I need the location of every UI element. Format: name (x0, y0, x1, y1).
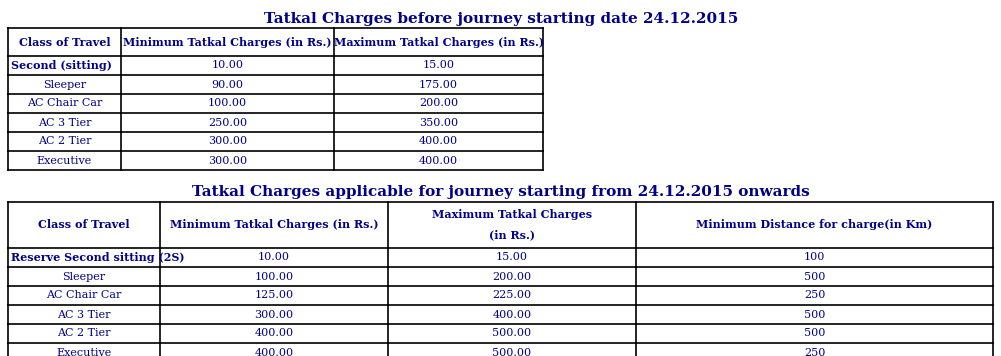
Text: Executive: Executive (56, 347, 112, 356)
Text: Tatkal Charges applicable for journey starting from 24.12.2015 onwards: Tatkal Charges applicable for journey st… (192, 185, 810, 199)
Text: 400.00: 400.00 (254, 329, 293, 339)
Text: AC 3 Tier: AC 3 Tier (38, 117, 91, 127)
Text: 200.00: 200.00 (492, 272, 532, 282)
Text: AC 2 Tier: AC 2 Tier (38, 136, 91, 147)
Text: 500: 500 (804, 272, 825, 282)
Text: Tatkal Charges before journey starting date 24.12.2015: Tatkal Charges before journey starting d… (264, 12, 738, 26)
Text: 15.00: 15.00 (422, 61, 454, 70)
Text: 400.00: 400.00 (419, 136, 458, 147)
Text: 300.00: 300.00 (208, 136, 247, 147)
Text: 225.00: 225.00 (492, 290, 532, 300)
Text: Sleeper: Sleeper (62, 272, 105, 282)
Text: Executive: Executive (37, 156, 92, 166)
Text: Minimum Tatkal Charges (in Rs.): Minimum Tatkal Charges (in Rs.) (123, 37, 331, 47)
Text: Maximum Tatkal Charges (in Rs.): Maximum Tatkal Charges (in Rs.) (333, 37, 544, 47)
Text: 200.00: 200.00 (419, 99, 458, 109)
Text: Second (sitting): Second (sitting) (11, 60, 112, 71)
Text: 300.00: 300.00 (254, 309, 293, 319)
Text: 500: 500 (804, 329, 825, 339)
Text: 10.00: 10.00 (211, 61, 243, 70)
Bar (8, 28, 543, 56)
Text: 250: 250 (804, 290, 825, 300)
Text: 125.00: 125.00 (254, 290, 293, 300)
Text: 400.00: 400.00 (492, 309, 532, 319)
Text: 15.00: 15.00 (496, 252, 528, 262)
Text: 500.00: 500.00 (492, 329, 532, 339)
Text: 10.00: 10.00 (258, 252, 290, 262)
Text: 400.00: 400.00 (254, 347, 293, 356)
Text: Minimum Distance for charge(in Km): Minimum Distance for charge(in Km) (697, 220, 933, 230)
Text: 400.00: 400.00 (419, 156, 458, 166)
Text: 175.00: 175.00 (419, 79, 458, 89)
Text: 100: 100 (804, 252, 825, 262)
Text: 250: 250 (804, 347, 825, 356)
Text: Sleeper: Sleeper (43, 79, 86, 89)
Text: 90.00: 90.00 (211, 79, 243, 89)
Text: Reserve Second sitting (2S): Reserve Second sitting (2S) (11, 252, 184, 263)
Text: 500: 500 (804, 309, 825, 319)
Text: Class of Travel: Class of Travel (38, 220, 130, 230)
Text: 100.00: 100.00 (208, 99, 247, 109)
Bar (8, 202, 993, 248)
Text: AC 3 Tier: AC 3 Tier (57, 309, 111, 319)
Text: Minimum Tatkal Charges (in Rs.): Minimum Tatkal Charges (in Rs.) (170, 220, 378, 230)
Text: (in Rs.): (in Rs.) (489, 230, 535, 241)
Text: Class of Travel: Class of Travel (19, 37, 110, 47)
Text: 300.00: 300.00 (208, 156, 247, 166)
Text: 500.00: 500.00 (492, 347, 532, 356)
Text: AC 2 Tier: AC 2 Tier (57, 329, 111, 339)
Text: 250.00: 250.00 (208, 117, 247, 127)
Text: AC Chair Car: AC Chair Car (46, 290, 122, 300)
Text: AC Chair Car: AC Chair Car (27, 99, 102, 109)
Text: 100.00: 100.00 (254, 272, 293, 282)
Text: Maximum Tatkal Charges: Maximum Tatkal Charges (432, 209, 592, 220)
Text: 350.00: 350.00 (419, 117, 458, 127)
